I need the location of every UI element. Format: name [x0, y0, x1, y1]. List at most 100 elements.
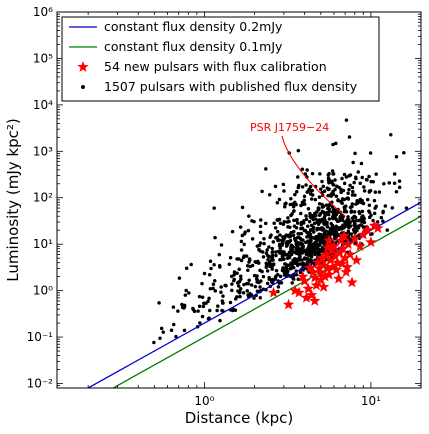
published-pulsar-point: [254, 260, 259, 265]
published-pulsar-point: [282, 257, 286, 261]
new-pulsar-star: [332, 272, 345, 284]
published-pulsar-point: [260, 269, 264, 274]
published-pulsar-point: [320, 238, 325, 243]
published-pulsar-point: [246, 268, 250, 273]
published-pulsar-point: [302, 194, 307, 199]
published-pulsar-point: [368, 188, 373, 193]
published-pulsar-point: [339, 187, 343, 192]
published-pulsar-point: [270, 281, 275, 285]
published-pulsar-point: [304, 183, 308, 187]
published-pulsar-point: [211, 286, 215, 291]
published-pulsar-point: [317, 201, 322, 206]
published-pulsar-point: [331, 172, 336, 176]
published-pulsar-point: [335, 219, 340, 224]
published-pulsar-point: [258, 285, 262, 289]
published-pulsar-point: [397, 185, 402, 190]
published-pulsar-point: [300, 246, 305, 250]
published-pulsar-point: [230, 288, 234, 293]
published-pulsar-point: [264, 263, 269, 268]
published-pulsar-point: [344, 118, 349, 122]
published-pulsar-point: [350, 204, 354, 209]
legend-dot-swatch: [81, 85, 85, 89]
published-pulsar-point: [294, 190, 299, 194]
published-pulsar-point: [317, 195, 322, 199]
axis-ticks: [57, 11, 422, 389]
published-pulsar-point: [260, 189, 264, 194]
new-pulsar-star: [321, 262, 334, 274]
published-pulsar-point: [322, 189, 327, 193]
published-pulsar-point: [309, 197, 314, 201]
annotation: PSR J1759−24: [250, 121, 346, 217]
published-pulsar-point: [275, 218, 280, 223]
published-pulsar-point: [318, 220, 322, 224]
published-pulsar-point: [340, 201, 344, 206]
published-pulsar-point: [358, 181, 362, 185]
published-pulsar-point: [298, 241, 303, 245]
published-pulsar-point: [184, 288, 188, 293]
published-pulsar-point: [213, 235, 217, 240]
published-pulsar-point: [250, 219, 254, 223]
published-pulsar-point: [330, 227, 334, 232]
published-pulsar-point: [404, 206, 409, 210]
published-pulsar-point: [235, 295, 239, 299]
published-pulsar-point: [342, 209, 347, 214]
published-pulsar-point: [212, 279, 217, 283]
published-pulsar-point: [247, 214, 251, 218]
published-pulsar-point: [275, 229, 280, 234]
published-pulsar-point: [264, 167, 268, 171]
published-pulsar-point: [283, 204, 287, 209]
published-pulsar-point: [278, 251, 282, 255]
legend-star-swatch: [77, 61, 89, 72]
x-tick-label: 10¹: [361, 394, 381, 408]
legend-entry-label: constant flux density 0.2mJy: [104, 19, 283, 34]
published-pulsar-point: [295, 175, 300, 179]
published-pulsar-point: [287, 250, 292, 255]
published-pulsar-point: [292, 273, 296, 278]
published-pulsar-point: [293, 200, 297, 205]
published-pulsar-point: [389, 132, 393, 137]
published-pulsar-point: [368, 151, 373, 155]
published-pulsar-point: [311, 230, 316, 234]
published-pulsar-point: [285, 256, 290, 261]
published-pulsar-point: [310, 171, 315, 176]
published-pulsar-point: [300, 249, 305, 254]
published-pulsar-point: [359, 223, 364, 227]
published-pulsar-point: [348, 183, 352, 188]
new-pulsar-star: [321, 241, 334, 253]
published-pulsar-point: [381, 209, 385, 214]
annotation-label: PSR J1759−24: [250, 121, 329, 134]
published-pulsar-point: [294, 225, 299, 230]
published-pulsar-point: [351, 227, 356, 232]
legend-box: [61, 16, 380, 102]
y-tick-label: 10²: [33, 191, 53, 205]
published-pulsar-point: [394, 154, 399, 159]
new-pulsar-star: [328, 240, 340, 252]
y-tick-label: 10³: [33, 144, 53, 158]
published-pulsar-point: [236, 284, 241, 288]
published-pulsar-point: [330, 169, 335, 173]
published-pulsar-point: [258, 241, 263, 245]
published-pulsar-point: [300, 185, 305, 189]
published-pulsar-point: [198, 321, 202, 325]
published-pulsar-point: [334, 194, 339, 198]
published-pulsar-point: [302, 257, 307, 261]
published-pulsar-point: [281, 182, 286, 187]
published-pulsar-point: [306, 224, 310, 228]
new-pulsar-star: [330, 263, 343, 275]
published-pulsar-point: [305, 235, 309, 239]
published-pulsar-point: [219, 285, 223, 289]
published-pulsar-point: [239, 258, 244, 263]
published-pulsar-point: [321, 210, 326, 214]
published-pulsar-point: [182, 328, 187, 333]
published-pulsar-point: [335, 184, 339, 188]
published-pulsar-point: [268, 260, 272, 264]
published-pulsar-point: [331, 142, 335, 147]
published-pulsar-point: [223, 283, 227, 288]
published-pulsar-point: [290, 212, 294, 216]
published-pulsar-point: [308, 184, 313, 189]
published-pulsar-point: [321, 184, 326, 189]
published-pulsar-point: [259, 279, 263, 283]
published-pulsar-point: [375, 220, 380, 224]
published-pulsar-point: [239, 239, 244, 244]
new-pulsar-star: [338, 230, 350, 241]
